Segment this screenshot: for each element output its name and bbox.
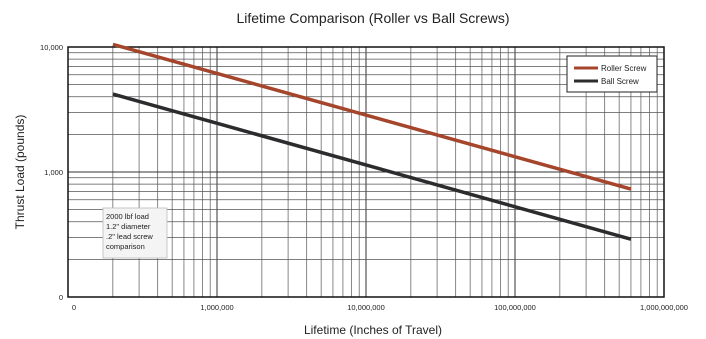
legend-box: [566, 55, 658, 93]
annotation-line-3: .2" lead screw: [106, 232, 153, 241]
ball-screw-line: [112, 92, 632, 241]
x-axis-label: Lifetime (Inches of Travel): [304, 323, 442, 337]
x-tick-label: 1,000,000: [200, 303, 233, 312]
roller-screw-line: [112, 42, 632, 191]
series-lines: [112, 42, 632, 241]
x-tick-label: 0: [72, 303, 76, 312]
grid: [67, 47, 664, 298]
annotation-box: 2000 lbf load 1.2" diameter .2" lead scr…: [102, 207, 168, 259]
x-tick-label: 1,000,000,000: [640, 303, 688, 312]
x-tick-label: 100,000,000: [494, 303, 536, 312]
y-tick-label: 1,000: [44, 168, 63, 177]
x-tick-label: 10,000,000: [347, 303, 385, 312]
y-tick-label: 10,000: [40, 43, 63, 52]
annotation-background: [102, 207, 168, 259]
legend: Roller Screw Ball Screw: [566, 55, 658, 93]
annotation-line-4: comparison: [106, 242, 145, 251]
plot-frame: [67, 46, 665, 298]
legend-roller-label: Roller Screw: [601, 64, 647, 73]
x-tick-labels: 0 1,000,000 10,000,000 100,000,000 1,000,000…: [72, 303, 688, 312]
annotation-line-1: 2000 lbf load: [106, 212, 149, 221]
chart-title: Lifetime Comparison (Roller vs Ball Scre…: [236, 10, 509, 26]
y-tick-labels: 0 1,000 10,000: [40, 43, 63, 302]
legend-ball-label: Ball Screw: [601, 77, 639, 86]
y-axis-label: Thrust Load (pounds): [13, 115, 27, 230]
annotation-line-2: 1.2" diameter: [106, 222, 151, 231]
y-tick-label: 0: [59, 293, 63, 302]
